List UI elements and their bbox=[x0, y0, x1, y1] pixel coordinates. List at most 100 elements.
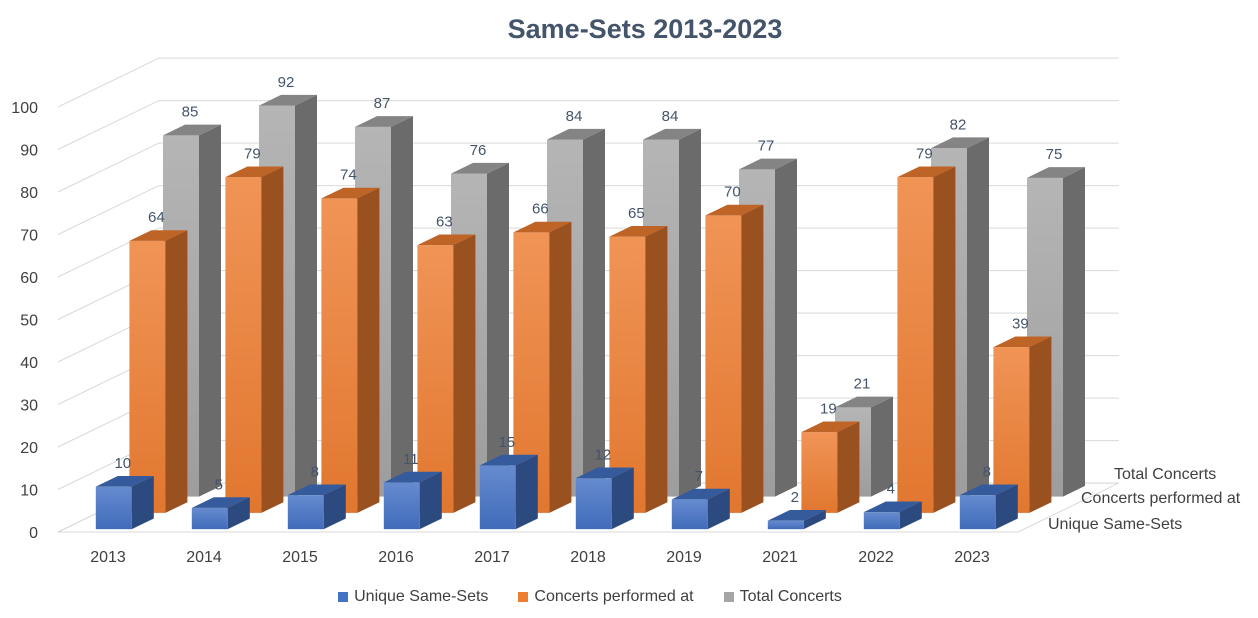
bar-side bbox=[899, 501, 922, 530]
bar-side bbox=[871, 396, 893, 497]
bar-side bbox=[645, 225, 668, 513]
x-tick-label: 2013 bbox=[90, 549, 126, 566]
bar-top bbox=[479, 454, 538, 466]
bar-side bbox=[261, 166, 284, 513]
bar-top bbox=[321, 187, 380, 199]
bar-side bbox=[995, 484, 1018, 530]
bar-side bbox=[549, 221, 572, 513]
bar-front bbox=[321, 198, 358, 513]
bar-top bbox=[897, 166, 956, 178]
bar-top bbox=[739, 158, 797, 170]
bar-front bbox=[671, 499, 708, 530]
y-tick-label: 50 bbox=[20, 313, 38, 330]
bar-top bbox=[705, 204, 764, 216]
bar-front bbox=[383, 482, 420, 530]
legend-swatch-blue bbox=[338, 592, 349, 602]
bar-top bbox=[417, 234, 476, 246]
bar-side bbox=[515, 454, 538, 530]
legend-item-unique-same-sets: Unique Same-Sets bbox=[338, 588, 488, 606]
bar-data-label: 87 bbox=[374, 95, 391, 112]
bar-data-label: 4 bbox=[887, 481, 895, 498]
bar-side bbox=[323, 484, 346, 530]
bar-top bbox=[801, 421, 860, 433]
bar-data-label: 85 bbox=[182, 104, 199, 121]
x-tick-label: 2015 bbox=[282, 549, 318, 566]
bar-side bbox=[419, 471, 442, 530]
legend-label: Unique Same-Sets bbox=[354, 588, 489, 605]
bar-data-label: 66 bbox=[532, 201, 549, 218]
y-tick-label: 30 bbox=[20, 398, 38, 415]
x-tick-label: 2022 bbox=[858, 549, 894, 566]
bar-top bbox=[95, 476, 154, 487]
bar-front bbox=[767, 520, 804, 530]
bar-side bbox=[837, 421, 860, 513]
x-tick-label: 2019 bbox=[666, 549, 702, 566]
bar-front bbox=[287, 495, 324, 530]
bar-top bbox=[129, 230, 188, 241]
bar-top bbox=[931, 137, 989, 149]
bar-front bbox=[801, 432, 838, 513]
left-wall-gridline bbox=[57, 57, 160, 108]
bar-data-label: 63 bbox=[436, 213, 453, 230]
bar-top bbox=[835, 396, 893, 408]
y-tick-label: 80 bbox=[20, 185, 38, 202]
bar-data-label: 77 bbox=[758, 138, 775, 155]
bar-side bbox=[227, 497, 250, 530]
bar-side bbox=[967, 137, 989, 497]
x-tick-label: 2018 bbox=[570, 549, 606, 566]
x-tick-label: 2023 bbox=[954, 549, 990, 566]
bar-top bbox=[547, 128, 605, 140]
y-tick-label: 40 bbox=[20, 355, 38, 372]
bar-front bbox=[897, 177, 934, 513]
bar-front bbox=[705, 215, 742, 513]
bar-front bbox=[863, 512, 900, 530]
bar-side bbox=[775, 158, 797, 497]
bar-side bbox=[933, 166, 956, 513]
chart-title: Same-Sets 2013-2023 bbox=[507, 14, 783, 44]
bar-data-label: 79 bbox=[916, 145, 933, 162]
bar-top bbox=[609, 225, 668, 237]
bar-top bbox=[993, 336, 1052, 348]
bar-top bbox=[643, 128, 701, 140]
y-tick-label: 0 bbox=[29, 525, 38, 542]
x-tick-label: 2017 bbox=[474, 549, 510, 566]
bar-front bbox=[417, 245, 454, 513]
left-wall-gridline bbox=[57, 142, 160, 193]
bar-side bbox=[679, 128, 701, 497]
bar-data-label: 10 bbox=[114, 455, 131, 472]
bar-data-label: 92 bbox=[278, 74, 295, 91]
y-tick-label: 70 bbox=[20, 228, 38, 245]
x-tick-label: 2016 bbox=[378, 549, 414, 566]
bar-top bbox=[259, 94, 317, 106]
bar-top bbox=[225, 166, 284, 178]
bar-top bbox=[1027, 167, 1085, 178]
bar-side bbox=[583, 128, 605, 497]
y-tick-label: 90 bbox=[20, 143, 38, 160]
bar-data-label: 5 bbox=[215, 476, 223, 493]
bar-front bbox=[479, 465, 516, 530]
bar-data-label: 84 bbox=[662, 108, 679, 125]
bar-side bbox=[487, 162, 509, 497]
bar-top bbox=[575, 467, 634, 479]
bar-side bbox=[453, 234, 476, 513]
bar-data-label: 70 bbox=[724, 184, 741, 201]
bar-data-label: 82 bbox=[950, 116, 967, 133]
bar-data-label: 64 bbox=[148, 209, 165, 226]
bar-side bbox=[165, 230, 188, 513]
bar-side bbox=[741, 204, 764, 513]
bar-data-label: 76 bbox=[470, 142, 487, 159]
bar-side bbox=[131, 476, 154, 530]
x-tick-label: 2014 bbox=[186, 549, 222, 566]
bar-top bbox=[863, 501, 922, 513]
bar-top bbox=[671, 488, 730, 500]
bar-top bbox=[287, 484, 346, 496]
bar-data-label: 65 bbox=[628, 205, 645, 222]
bar-front bbox=[959, 495, 996, 530]
x-tick-label: 2021 bbox=[762, 549, 798, 566]
bar-data-label: 11 bbox=[403, 451, 419, 468]
y-tick-label: 100 bbox=[11, 100, 38, 117]
bar-side bbox=[707, 488, 730, 530]
bar-data-label: 8 bbox=[983, 464, 991, 481]
